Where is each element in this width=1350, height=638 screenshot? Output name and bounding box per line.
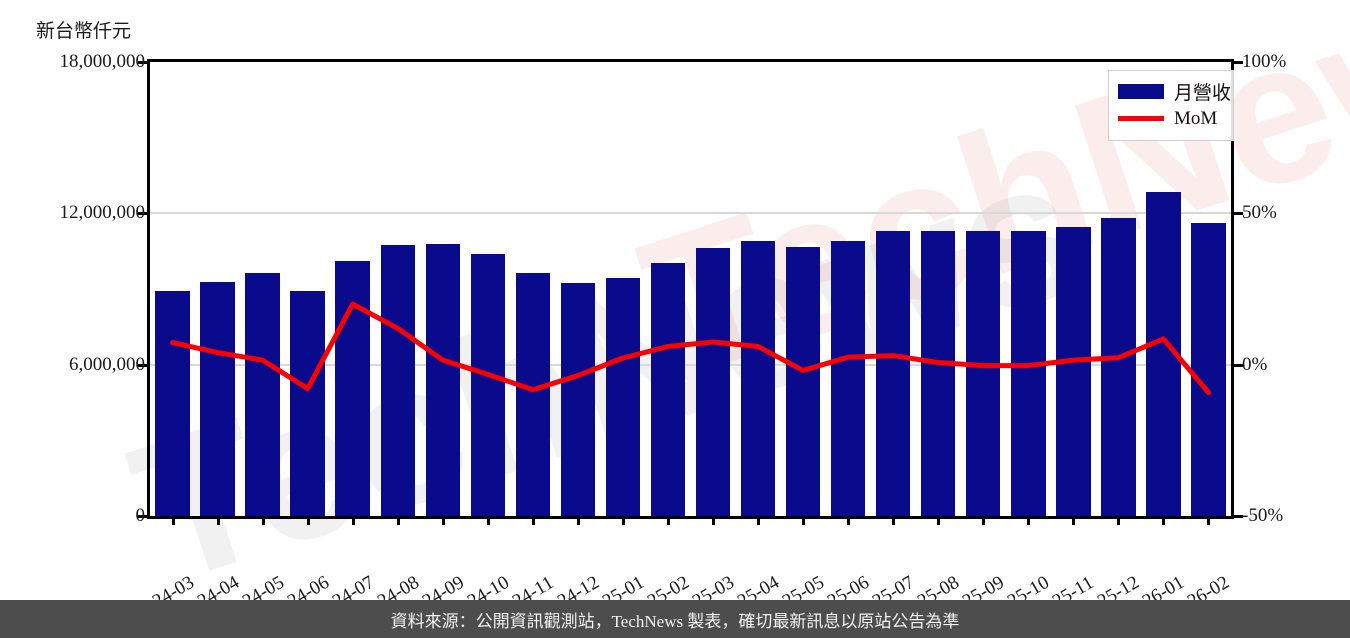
y-tick-mark-left [138, 363, 147, 367]
footer-source-bar: 資料來源：公開資訊觀測站，TechNews 製表，確切最新訊息以原站公告為準 [0, 600, 1350, 638]
bar-24-09 [425, 244, 460, 516]
bar-24-04 [200, 282, 235, 516]
y-tick-mark-left [138, 212, 147, 216]
x-tick-mark [982, 516, 986, 525]
y-axis-unit-label: 新台幣仟元 [36, 21, 132, 42]
x-tick-mark [1117, 516, 1121, 525]
x-tick-mark [396, 516, 400, 525]
x-tick-mark [847, 516, 851, 525]
x-tick-mark [1207, 516, 1211, 525]
x-tick-mark [1072, 516, 1076, 525]
legend-label-revenue: 月營收 [1174, 83, 1232, 104]
x-tick-mark [937, 516, 941, 525]
bar-25-01 [605, 278, 641, 516]
legend-bar-swatch-icon [1118, 84, 1164, 99]
x-tick-mark [306, 516, 310, 525]
x-tick-mark [802, 516, 806, 525]
y-tick-label-right: 0% [1242, 353, 1268, 375]
y-axis-left [147, 62, 150, 516]
x-tick-mark [216, 516, 220, 525]
bar-25-12 [1101, 218, 1136, 516]
plot-area: 0 6,000,000 12,000,000 18,000,000 -50% 0% 50%… [60, 51, 1287, 526]
plot-frame-bottom [147, 516, 1234, 519]
y-tick-label-left: 0 [135, 505, 146, 526]
x-tick-mark [486, 516, 490, 525]
gridline [150, 363, 1231, 366]
y-tick-label-right: 50% [1242, 202, 1277, 224]
x-tick-mark [712, 516, 716, 525]
legend-label-mom: MoM [1174, 107, 1218, 129]
bar-24-10 [470, 253, 506, 516]
footer-source-text: 資料來源：公開資訊觀測站，TechNews 製表，確切最新訊息以原站公告為準 [390, 611, 960, 631]
y-tick-mark-left [138, 61, 147, 64]
bar-24-03 [155, 291, 190, 516]
x-tick-mark [261, 516, 265, 525]
x-tick-mark [666, 516, 670, 525]
bar-25-05 [785, 247, 821, 516]
y-tick-label-left: 18,000,000 [59, 51, 146, 72]
legend-item-revenue: 月營收 [1118, 78, 1231, 105]
bar-25-09 [966, 231, 1001, 516]
y-tick-mark-left [138, 515, 147, 518]
mom-polyline [170, 301, 1211, 396]
y-tick-mark-right [1234, 515, 1243, 518]
bar-25-07 [875, 231, 911, 516]
bar-24-05 [245, 272, 280, 516]
x-tick-mark [531, 516, 535, 525]
plot-frame-top [147, 59, 1234, 62]
bar-24-08 [380, 244, 415, 516]
y-tick-label-left: 6,000,000 [69, 353, 145, 375]
y-tick-mark-right [1234, 363, 1243, 367]
bar-25-04 [740, 240, 776, 516]
x-tick-mark [892, 516, 896, 525]
y-tick-label-left: 12,000,000 [59, 202, 146, 224]
bar-24-12 [560, 282, 596, 516]
legend-line-swatch-icon [1118, 116, 1164, 121]
x-tick-mark [1027, 516, 1031, 525]
bar-25-02 [650, 263, 686, 516]
x-tick-mark [441, 516, 445, 525]
y-tick-mark-right [1234, 61, 1243, 64]
chart-legend: 月營收 MoM [1108, 70, 1234, 141]
y-tick-label-right: 100% [1242, 51, 1287, 72]
gridline [150, 212, 1231, 215]
bar-25-06 [830, 240, 866, 516]
bar-25-03 [695, 247, 731, 516]
mom-line-series [170, 301, 1211, 396]
x-tick-mark [621, 516, 625, 525]
bar-25-11 [1056, 227, 1091, 516]
x-tick-mark [171, 516, 175, 525]
x-tick-mark [576, 516, 580, 525]
legend-item-mom: MoM [1118, 105, 1224, 132]
bar-26-02 [1191, 222, 1226, 516]
y-tick-label-right: -50% [1242, 505, 1284, 526]
x-tick-mark [351, 516, 355, 525]
bar-24-06 [290, 290, 325, 516]
bar-25-10 [1011, 231, 1046, 516]
bar-24-11 [515, 273, 551, 516]
bar-25-08 [921, 230, 956, 516]
y-axis-right [1231, 62, 1234, 516]
x-tick-mark [1162, 516, 1166, 525]
x-tick-mark [757, 516, 761, 525]
y-tick-mark-right [1234, 212, 1243, 216]
